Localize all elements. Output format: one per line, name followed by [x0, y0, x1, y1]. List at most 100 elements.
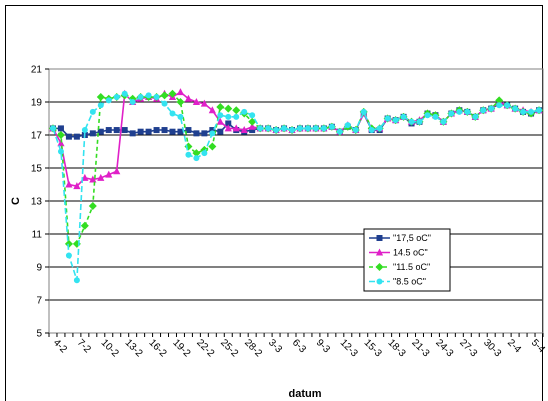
x-tick-label: 12-3 — [338, 337, 360, 359]
legend-item: "17,5 oC" — [369, 233, 431, 243]
y-tick-label: 17 — [31, 131, 43, 142]
data-point-2 — [176, 98, 185, 106]
data-point-3 — [241, 108, 248, 115]
data-point-3 — [312, 125, 319, 132]
x-tick-label: 16-2 — [146, 337, 168, 359]
x-tick-label: 13-2 — [123, 337, 145, 359]
x-tick-label: 27-3 — [457, 337, 479, 359]
data-point-1 — [192, 98, 201, 105]
data-point-3 — [320, 125, 327, 132]
data-point-3 — [336, 128, 343, 135]
data-point-3 — [376, 278, 383, 285]
x-tick-label: 7-2 — [75, 337, 93, 355]
data-point-1 — [232, 124, 240, 132]
data-point-1 — [375, 248, 384, 256]
data-point-3 — [448, 110, 455, 117]
legend-label: "8.5 oC" — [393, 277, 426, 287]
data-point-2 — [168, 89, 177, 98]
x-tick-label: 3-3 — [266, 337, 284, 355]
data-point-3 — [153, 94, 160, 101]
data-point-3 — [225, 113, 232, 120]
x-tick-label: 10-2 — [99, 337, 121, 359]
data-point-3 — [137, 94, 144, 101]
data-point-0 — [217, 128, 224, 135]
data-point-3 — [49, 125, 56, 132]
data-point-1 — [113, 167, 121, 175]
legend-item: "11.5 oC" — [369, 262, 430, 272]
data-point-0 — [376, 235, 383, 241]
data-point-0 — [89, 130, 96, 137]
data-point-3 — [193, 155, 200, 162]
data-point-3 — [480, 107, 487, 114]
data-point-1 — [200, 99, 208, 107]
legend-label: "17,5 oC" — [393, 233, 431, 243]
y-tick-label: 11 — [32, 230, 43, 241]
data-point-1 — [208, 106, 216, 114]
data-point-0 — [153, 127, 160, 134]
data-point-0 — [129, 130, 136, 137]
data-point-2 — [232, 106, 241, 115]
data-point-3 — [328, 123, 335, 130]
x-tick-label: 21-3 — [409, 337, 431, 359]
data-point-0 — [105, 127, 112, 134]
y-tick-label: 7 — [36, 296, 42, 307]
x-tick-label: 28-2 — [242, 337, 264, 359]
x-tick-label: 30-3 — [481, 337, 503, 359]
data-point-3 — [416, 118, 423, 125]
data-point-1 — [216, 117, 224, 125]
data-point-3 — [113, 94, 120, 101]
x-tick-label: 2-4 — [505, 337, 523, 355]
data-point-3 — [376, 125, 383, 132]
data-point-3 — [488, 105, 495, 112]
data-point-3 — [273, 127, 280, 134]
y-tick-label: 19 — [31, 98, 43, 109]
data-point-2 — [375, 263, 384, 271]
x-tick-label: 18-3 — [386, 337, 408, 359]
data-point-1 — [57, 139, 65, 147]
x-tick-label: 4-2 — [51, 337, 69, 355]
data-point-3 — [424, 112, 431, 119]
y-axis-ticks: 5 7 9 11 13 15 17 19 21 — [31, 65, 49, 340]
series-line-3 — [52, 92, 540, 281]
data-point-2 — [224, 104, 233, 113]
data-point-0 — [113, 127, 120, 134]
data-point-2 — [495, 96, 504, 105]
data-point-3 — [400, 113, 407, 120]
x-axis-title: datum — [289, 388, 322, 400]
legend-item: 14.5 oC" — [369, 248, 428, 258]
data-point-3 — [440, 118, 447, 125]
data-point-3 — [536, 107, 543, 114]
data-point-3 — [265, 125, 272, 132]
data-point-3 — [296, 125, 303, 132]
series-lines — [48, 88, 544, 284]
data-point-3 — [121, 90, 128, 97]
data-point-1 — [73, 182, 81, 190]
y-axis-title: C — [10, 197, 22, 205]
x-tick-label: 9-3 — [314, 337, 332, 355]
data-point-3 — [281, 125, 288, 132]
data-point-3 — [392, 117, 399, 124]
data-point-0 — [225, 120, 232, 127]
data-point-3 — [360, 108, 367, 115]
chart-frame — [5, 5, 543, 401]
data-point-2 — [160, 91, 169, 100]
data-point-3 — [352, 127, 359, 134]
data-point-2 — [248, 117, 257, 126]
data-point-3 — [177, 113, 184, 120]
y-tick-label: 13 — [31, 197, 43, 208]
legend: "17,5 oC" 14.5 oC" "11.5 oC" "8.5 oC" — [363, 228, 451, 292]
data-point-3 — [528, 108, 535, 115]
y-tick-label: 5 — [36, 329, 42, 340]
data-point-3 — [89, 108, 96, 115]
data-point-1 — [224, 124, 232, 132]
data-point-0 — [73, 133, 80, 140]
x-tick-label: 24-3 — [433, 337, 455, 359]
data-point-3 — [217, 112, 224, 119]
series-3 — [49, 90, 543, 284]
data-point-2 — [64, 239, 73, 248]
data-point-3 — [368, 127, 375, 134]
data-point-0 — [249, 127, 256, 134]
data-point-3 — [408, 118, 415, 125]
x-tick-label: 15-3 — [362, 337, 384, 359]
series-line-2 — [52, 92, 540, 245]
